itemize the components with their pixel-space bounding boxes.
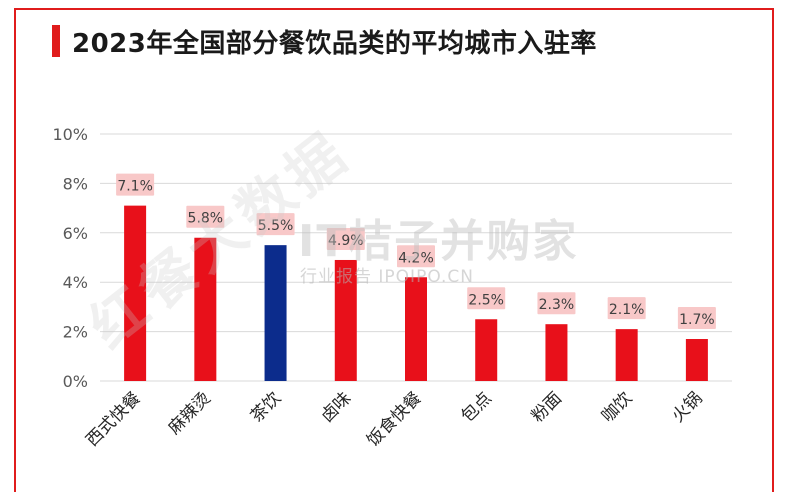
bar xyxy=(685,339,708,381)
data-label-background xyxy=(537,292,576,315)
data-label: 2.3% xyxy=(539,297,575,313)
data-label-background xyxy=(467,287,506,310)
data-label-background xyxy=(256,213,295,236)
data-label-background xyxy=(186,205,225,228)
bar xyxy=(124,205,147,381)
data-label: 5.5% xyxy=(258,218,294,234)
bar xyxy=(194,237,217,381)
x-tick-label: 咖饮 xyxy=(598,388,636,426)
chart-title: 2023年全国部分餐饮品类的平均城市入驻率 xyxy=(72,28,597,59)
data-label: 5.8% xyxy=(188,211,224,227)
y-tick-label: 8% xyxy=(63,174,88,193)
data-label-background xyxy=(326,227,365,250)
bar xyxy=(405,277,427,381)
bar xyxy=(264,245,287,381)
x-tick-label: 火锅 xyxy=(668,388,706,426)
data-label: 7.1% xyxy=(117,179,153,195)
x-tick-label: 茶饮 xyxy=(247,388,285,426)
data-label-background xyxy=(116,173,155,196)
bar xyxy=(334,259,357,381)
bar xyxy=(545,324,568,381)
data-label: 2.1% xyxy=(609,302,645,318)
x-tick-label: 包点 xyxy=(458,388,496,426)
y-tick-label: 0% xyxy=(63,372,88,391)
data-label: 2.5% xyxy=(468,292,504,308)
data-label-background xyxy=(677,307,716,330)
x-tick-label: 麻辣烫 xyxy=(165,388,215,438)
data-label: 4.9% xyxy=(328,233,364,249)
x-tick-label: 西式快餐 xyxy=(82,388,144,450)
bar xyxy=(615,329,638,381)
x-tick-label: 饭食快餐 xyxy=(363,388,425,450)
y-tick-label: 6% xyxy=(63,224,88,243)
data-label: 4.2% xyxy=(398,250,434,266)
y-tick-label: 2% xyxy=(63,323,88,342)
x-tick-label: 粉面 xyxy=(528,388,566,426)
data-label-background xyxy=(397,245,435,268)
x-tick-label: 卤味 xyxy=(317,388,355,426)
title-accent-bar xyxy=(52,25,60,57)
data-label-background xyxy=(607,297,646,320)
bar xyxy=(475,319,498,381)
y-tick-label: 10% xyxy=(52,125,88,144)
data-label: 1.7% xyxy=(679,312,715,328)
title-row: 2023年全国部分餐饮品类的平均城市入驻率 xyxy=(52,24,597,59)
y-tick-label: 4% xyxy=(63,273,88,292)
